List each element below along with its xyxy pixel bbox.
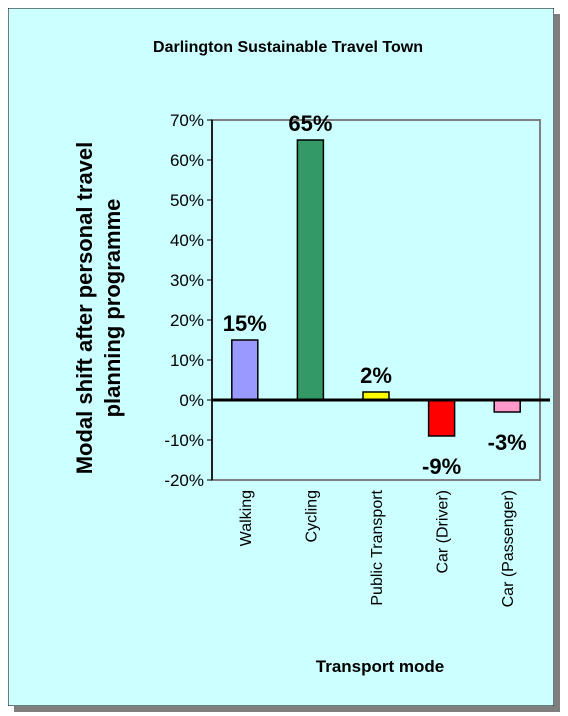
- category-label: Cycling: [303, 490, 320, 542]
- x-axis-title: Transport mode: [316, 657, 444, 676]
- y-tick-label: 70%: [170, 111, 204, 130]
- y-tick-label: 30%: [170, 271, 204, 290]
- y-tick-label: -20%: [164, 471, 204, 490]
- data-label: -3%: [488, 430, 527, 455]
- y-tick-label: 60%: [170, 151, 204, 170]
- chart-background: [8, 8, 554, 706]
- bar: [231, 339, 259, 401]
- y-tick-label: 10%: [170, 351, 204, 370]
- chart-svg: Darlington Sustainable Travel Town Modal…: [8, 8, 554, 706]
- data-label: 2%: [360, 363, 392, 388]
- y-axis-title-line-1: Modal shift after personal travel: [72, 142, 97, 475]
- data-label: 15%: [223, 311, 267, 336]
- y-tick-label: 20%: [170, 311, 204, 330]
- chart-frame: Darlington Sustainable Travel Town Modal…: [8, 8, 554, 706]
- plot-area: 70% 60% 50% 40% 30% 20% 10% 0% -10% -20% 15% Walkin…: [164, 111, 550, 607]
- y-tick-label: 50%: [170, 191, 204, 210]
- y-axis-title: Modal shift after personal travel planni…: [72, 142, 125, 475]
- y-tick-label: 0%: [179, 391, 204, 410]
- category-label: Car (Driver): [435, 490, 452, 574]
- bar: [296, 139, 325, 401]
- chart-title: Darlington Sustainable Travel Town: [153, 39, 423, 56]
- bar: [493, 399, 521, 413]
- y-tick-label: 40%: [170, 231, 204, 250]
- data-label: -9%: [422, 454, 461, 479]
- category-label: Car (Passenger): [500, 490, 517, 607]
- data-label: 65%: [288, 111, 332, 136]
- category-label: Public Transport: [369, 489, 386, 605]
- y-axis-title-line-2: planning programme: [100, 199, 125, 418]
- category-label: Walking: [238, 490, 255, 546]
- bar: [427, 399, 456, 437]
- y-tick-label: -10%: [164, 431, 204, 450]
